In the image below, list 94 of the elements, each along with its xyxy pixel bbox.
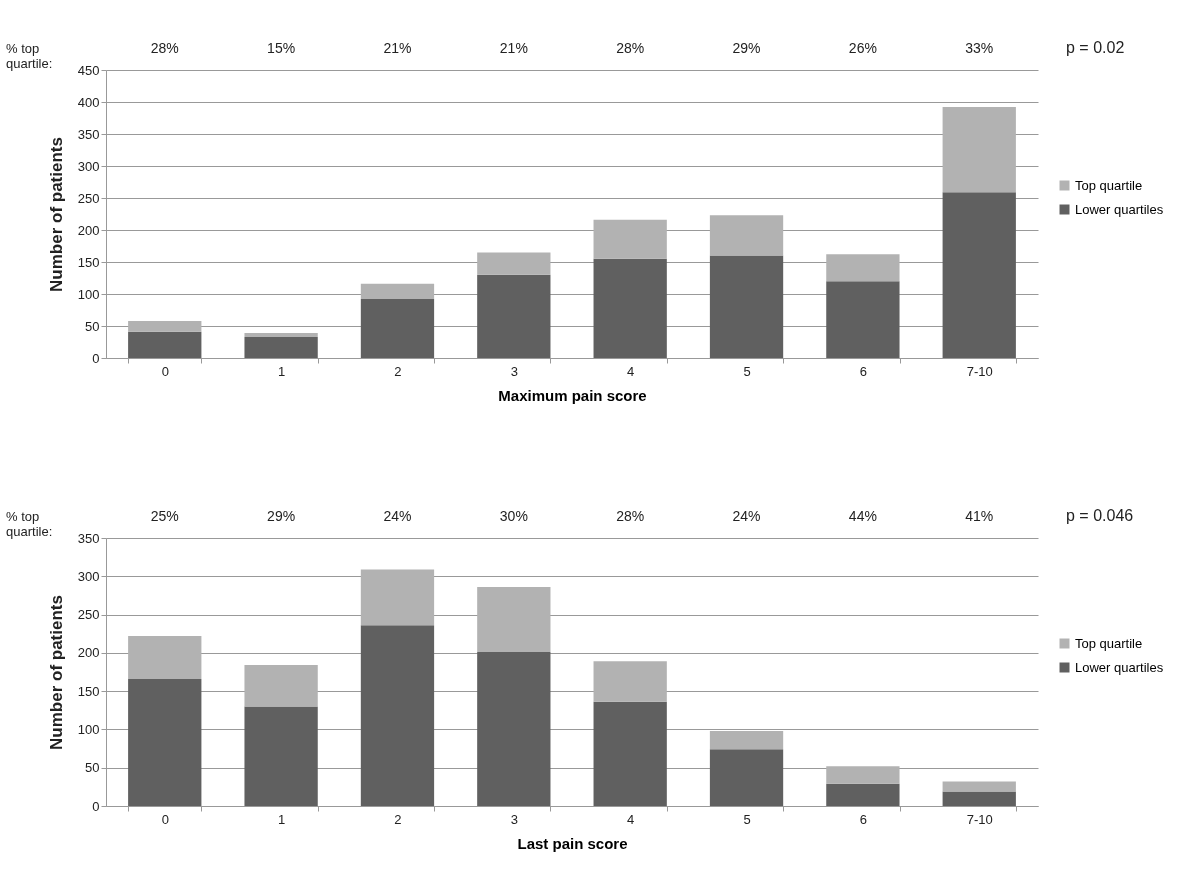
legend-label: Top quartile bbox=[1075, 177, 1143, 193]
text: 33% bbox=[965, 40, 994, 56]
text: 28% bbox=[616, 40, 645, 56]
text: 28% bbox=[150, 40, 179, 56]
legend-label: Lower quartiles bbox=[1075, 201, 1164, 217]
text: p = 0.046 bbox=[1066, 507, 1134, 524]
bar bbox=[709, 215, 784, 256]
bar bbox=[128, 320, 202, 332]
x-tick-label: 2 bbox=[394, 363, 402, 379]
y-tick-label: 50 bbox=[85, 760, 100, 776]
legend-label: Top quartile bbox=[1075, 635, 1143, 651]
text: % top quartile: bbox=[6, 509, 53, 539]
x-axis-title: Last pain score bbox=[517, 834, 628, 852]
bar bbox=[477, 587, 551, 653]
x-tick-label: 4 bbox=[627, 363, 635, 379]
y-tick-label: 350 bbox=[77, 530, 100, 546]
bar bbox=[942, 192, 1016, 358]
bar bbox=[826, 254, 900, 282]
y-tick-label: 250 bbox=[77, 190, 100, 206]
text: 41% bbox=[965, 508, 994, 524]
y-tick-label: 0 bbox=[92, 798, 100, 814]
bar bbox=[709, 730, 784, 750]
y-tick-label: 300 bbox=[77, 158, 100, 174]
bar bbox=[942, 107, 1016, 193]
bar bbox=[593, 701, 667, 806]
x-tick-label: 5 bbox=[743, 363, 751, 379]
x-axis-title: Maximum pain score bbox=[498, 386, 647, 404]
y-tick-label: 200 bbox=[77, 645, 100, 661]
y-tick-label: 250 bbox=[77, 607, 100, 623]
x-tick-label: 2 bbox=[394, 811, 402, 827]
y-tick-label: 150 bbox=[77, 254, 100, 270]
bar bbox=[477, 274, 551, 358]
bar bbox=[942, 781, 1016, 792]
x-tick-label: 3 bbox=[510, 811, 518, 827]
bar bbox=[826, 783, 900, 806]
x-tick-label: 7-10 bbox=[966, 811, 993, 827]
bar bbox=[477, 652, 551, 806]
bar bbox=[360, 569, 435, 626]
x-tick-label: 0 bbox=[161, 811, 169, 827]
bar bbox=[360, 625, 435, 806]
bar bbox=[128, 678, 202, 806]
bar bbox=[244, 665, 318, 707]
text: 25% bbox=[150, 508, 179, 524]
bar bbox=[826, 766, 900, 784]
bar bbox=[128, 636, 202, 679]
y-axis-title: Number of patients bbox=[46, 137, 66, 292]
x-tick-label: 6 bbox=[859, 811, 867, 827]
text: 28% bbox=[616, 508, 645, 524]
bar bbox=[477, 252, 551, 275]
x-tick-label: 3 bbox=[510, 363, 518, 379]
text: 26% bbox=[848, 40, 877, 56]
text: 21% bbox=[383, 40, 412, 56]
bar bbox=[593, 258, 667, 358]
bar bbox=[360, 283, 435, 300]
text: 24% bbox=[732, 508, 761, 524]
bar bbox=[593, 219, 667, 259]
bar bbox=[709, 255, 784, 358]
text: 24% bbox=[383, 508, 412, 524]
text: 44% bbox=[848, 508, 877, 524]
bar bbox=[360, 299, 435, 358]
bar bbox=[826, 281, 900, 358]
bar bbox=[942, 791, 1016, 806]
y-tick-label: 450 bbox=[77, 62, 100, 78]
bar bbox=[244, 706, 318, 806]
y-tick-label: 400 bbox=[77, 94, 100, 110]
text: 21% bbox=[499, 40, 528, 56]
y-tick-label: 200 bbox=[77, 222, 100, 238]
x-tick-label: 1 bbox=[278, 811, 286, 827]
bar bbox=[244, 333, 318, 337]
text: 30% bbox=[499, 508, 528, 524]
legend-label: Lower quartiles bbox=[1075, 659, 1164, 675]
bar bbox=[244, 336, 318, 358]
x-tick-label: 6 bbox=[859, 363, 867, 379]
x-tick-label: 5 bbox=[743, 811, 751, 827]
y-tick-label: 0 bbox=[92, 350, 100, 366]
x-tick-label: 1 bbox=[278, 363, 286, 379]
bar bbox=[128, 331, 202, 358]
x-tick-label: 7-10 bbox=[966, 363, 993, 379]
x-tick-label: 4 bbox=[627, 811, 635, 827]
text: p = 0.02 bbox=[1066, 39, 1125, 56]
y-tick-label: 100 bbox=[77, 721, 100, 737]
x-tick-label: 0 bbox=[161, 363, 169, 379]
y-tick-label: 50 bbox=[85, 318, 100, 334]
y-tick-label: 100 bbox=[77, 286, 100, 302]
y-tick-label: 300 bbox=[77, 568, 100, 584]
bar bbox=[593, 661, 667, 702]
y-tick-label: 150 bbox=[77, 683, 100, 699]
y-tick-label: 350 bbox=[77, 126, 100, 142]
bar bbox=[709, 749, 784, 806]
y-axis-title: Number of patients bbox=[46, 595, 66, 750]
text: 29% bbox=[267, 508, 296, 524]
text: 15% bbox=[267, 40, 296, 56]
text: % top quartile: bbox=[6, 41, 53, 71]
text: 29% bbox=[732, 40, 761, 56]
